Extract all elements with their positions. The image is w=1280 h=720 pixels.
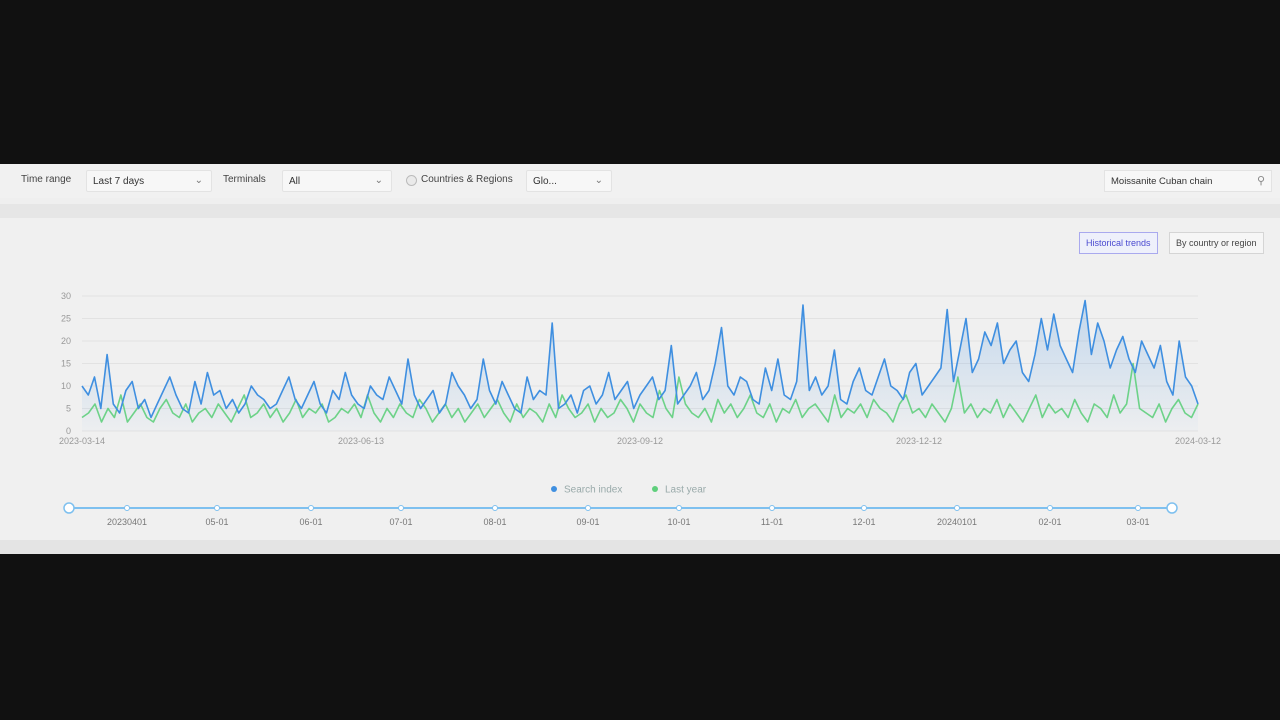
keyword-search: ⚲ bbox=[1104, 170, 1272, 192]
timeline-tick bbox=[676, 505, 682, 511]
timeline-label: 12-01 bbox=[852, 517, 875, 527]
trend-chart: 0 5 10 15 20 25 30 2023-03-14 2023-06-13 2023-09-… bbox=[59, 291, 1221, 527]
historical-trends-tab[interactable]: Historical trends bbox=[1079, 232, 1158, 254]
timeline-label: 06-01 bbox=[299, 517, 322, 527]
timeline-label: 10-01 bbox=[667, 517, 690, 527]
time-range-label: Time range bbox=[21, 174, 72, 185]
by-country-tab[interactable]: By country or region bbox=[1169, 232, 1264, 254]
timeline-end-handle[interactable] bbox=[1166, 502, 1178, 514]
search-index-area bbox=[82, 300, 1198, 431]
chevron-down-icon: ⌄ bbox=[594, 175, 603, 186]
terminals-value: All bbox=[289, 176, 301, 187]
time-range-select[interactable]: Last 7 days ⌄ bbox=[86, 170, 212, 192]
timeline-label: 07-01 bbox=[389, 517, 412, 527]
time-range-value: Last 7 days bbox=[93, 176, 145, 187]
chart-area: Historical trends By country or region 0… bbox=[0, 218, 1280, 540]
y-tick-label: 25 bbox=[61, 314, 71, 324]
y-tick-label: 0 bbox=[66, 426, 71, 436]
y-tick-label: 20 bbox=[61, 336, 71, 346]
timeline-tick bbox=[585, 505, 591, 511]
timeline-tick bbox=[861, 505, 867, 511]
timeline-label: 03-01 bbox=[1126, 517, 1149, 527]
timeline-label: 20230401 bbox=[107, 517, 147, 527]
timeline-tick bbox=[954, 505, 960, 511]
y-tick-label: 30 bbox=[61, 291, 71, 301]
timeline-label: 02-01 bbox=[1038, 517, 1061, 527]
countries-label: Countries & Regions bbox=[421, 174, 513, 185]
chevron-down-icon: ⌄ bbox=[194, 175, 203, 186]
x-tick-label: 2023-09-12 bbox=[617, 436, 663, 446]
timeline-tick bbox=[769, 505, 775, 511]
timeline-tick bbox=[308, 505, 314, 511]
x-tick-label: 2023-03-14 bbox=[59, 436, 105, 446]
x-tick-label: 2023-06-13 bbox=[338, 436, 384, 446]
last-year-line bbox=[81, 362, 1199, 423]
y-tick-label: 5 bbox=[66, 404, 71, 414]
filter-bar: Time range Last 7 days ⌄ Terminals All ⌄… bbox=[0, 164, 1280, 198]
timeline-label: 20240101 bbox=[937, 517, 977, 527]
countries-select[interactable]: Glo... ⌄ bbox=[526, 170, 612, 192]
y-tick-label: 15 bbox=[61, 359, 71, 369]
bottom-strip bbox=[0, 540, 1280, 554]
chevron-down-icon: ⌄ bbox=[374, 175, 383, 186]
timeline-tick bbox=[398, 505, 404, 511]
search-icon[interactable]: ⚲ bbox=[1256, 175, 1265, 187]
countries-value: Glo... bbox=[533, 176, 557, 187]
terminals-label: Terminals bbox=[223, 174, 266, 185]
timeline-label: 11-01 bbox=[761, 517, 783, 527]
terminals-select[interactable]: All ⌄ bbox=[282, 170, 392, 192]
separator bbox=[0, 204, 1280, 218]
timeline-tick bbox=[214, 505, 220, 511]
search-input[interactable] bbox=[1111, 174, 1251, 188]
y-tick-label: 10 bbox=[61, 381, 71, 391]
timeline-label: 08-01 bbox=[483, 517, 506, 527]
timeline-tick bbox=[124, 505, 130, 511]
x-tick-label: 2023-12-12 bbox=[896, 436, 942, 446]
timeline-tick bbox=[1047, 505, 1053, 511]
timeline-start-handle[interactable] bbox=[63, 502, 75, 514]
legend-label-last-year: Last year bbox=[665, 485, 707, 496]
trends-panel: Time range Last 7 days ⌄ Terminals All ⌄… bbox=[0, 164, 1280, 554]
legend-dot-search-index bbox=[551, 486, 557, 492]
timeline-tick bbox=[492, 505, 498, 511]
x-tick-label: 2024-03-12 bbox=[1175, 436, 1221, 446]
timeline-label: 09-01 bbox=[576, 517, 599, 527]
timeline-tick bbox=[1135, 505, 1141, 511]
countries-checkbox[interactable] bbox=[406, 175, 417, 186]
legend-label-search-index: Search index bbox=[564, 485, 622, 496]
timeline-label: 05-01 bbox=[205, 517, 228, 527]
search-index-line bbox=[81, 299, 1199, 419]
legend-dot-last-year bbox=[652, 486, 658, 492]
